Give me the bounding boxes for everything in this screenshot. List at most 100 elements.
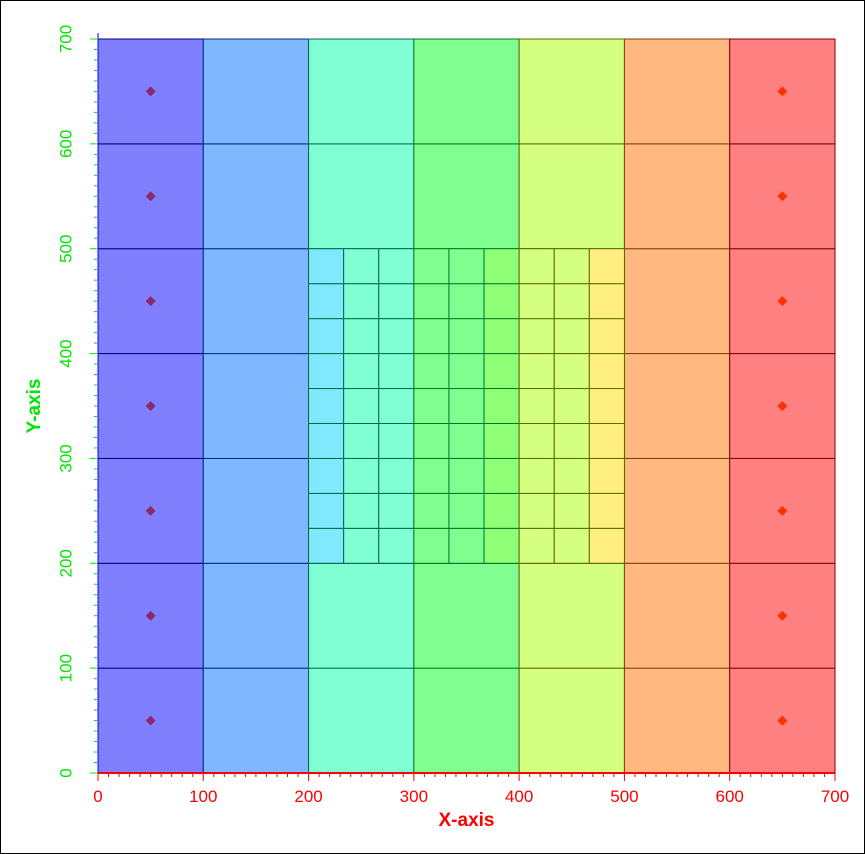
left-well-marker (145, 715, 156, 726)
refined-grid-cell (518, 388, 555, 424)
refined-grid-cell (378, 248, 415, 285)
refined-grid-cell (483, 527, 520, 564)
grid-cell (308, 562, 415, 669)
right-well-marker (777, 86, 788, 97)
refined-grid-cell (343, 422, 380, 459)
axes (90, 33, 836, 781)
refined-grid-cell (483, 248, 520, 285)
refined-grid-cell (308, 388, 345, 424)
refined-grid-cell (308, 492, 345, 529)
y-tick-label: 700 (56, 25, 75, 53)
refined-grid-cell (553, 388, 590, 424)
refined-grid-cell (448, 388, 485, 424)
refined-grid-cell (378, 388, 415, 424)
x-tick-label: 700 (821, 787, 849, 806)
grid-cell (202, 248, 310, 355)
refined-grid-cell (448, 248, 485, 285)
refined-grid-cell (553, 422, 590, 459)
refined-grid-cell (483, 283, 520, 320)
refined-grid-cell (553, 318, 590, 355)
refined-grid-cell (518, 353, 555, 390)
refined-grid-cell (343, 527, 380, 564)
refined-grid-cell (588, 422, 625, 459)
right-well-marker (777, 296, 788, 307)
refined-grid-cell (343, 492, 380, 529)
left-well-marker (145, 401, 156, 411)
right-well-marker (777, 610, 788, 621)
refined-grid-cell (588, 388, 625, 424)
grid-cell (308, 143, 415, 250)
grid-cell (202, 667, 310, 774)
refined-grid-cell (588, 457, 625, 494)
refined-grid-cell (518, 527, 555, 564)
refined-grid-cell (378, 318, 415, 355)
right-well-marker (777, 715, 788, 726)
refined-grid-cells (308, 248, 625, 564)
refined-grid-cell (343, 318, 380, 355)
refined-grid-cell (553, 353, 590, 390)
x-tick-label: 0 (93, 787, 102, 806)
grid-cell (202, 353, 310, 459)
grid-cell (518, 38, 625, 145)
grid-cell (413, 562, 520, 669)
left-well-marker (145, 505, 156, 516)
y-tick-labels: 0 100 200 300 400 500 600 700 (56, 25, 75, 778)
grid-cell (202, 562, 310, 669)
y-axis-title: Y-axis (24, 379, 45, 434)
y-tick-label: 500 (56, 235, 75, 263)
refined-grid-cell (588, 283, 625, 320)
refined-grid-cell (378, 353, 415, 390)
grid-cell (413, 38, 520, 145)
refined-grid-cell (308, 248, 345, 285)
refined-grid-cell (413, 492, 450, 529)
right-well-marker (777, 191, 788, 202)
refined-grid-cell (343, 388, 380, 424)
refined-grid-cell (483, 353, 520, 390)
left-well-marker (145, 191, 156, 202)
refined-grid-cell (448, 527, 485, 564)
refined-grid-cell (413, 248, 450, 285)
refined-grid-cell (553, 283, 590, 320)
refined-grid-cell (343, 248, 380, 285)
refined-grid-cell (343, 353, 380, 390)
refined-grid-cell (518, 422, 555, 459)
y-tick-label: 200 (56, 549, 75, 577)
refined-grid-cell (308, 353, 345, 390)
refined-grid-cell (308, 318, 345, 355)
refined-grid-cell (378, 457, 415, 494)
y-tick-label: 300 (56, 444, 75, 472)
well-markers (145, 86, 788, 726)
grid-cell (623, 667, 731, 774)
grid-cell (308, 38, 415, 145)
x-tick-label: 400 (505, 787, 533, 806)
refined-grid-cell (448, 353, 485, 390)
refined-grid-cell (448, 492, 485, 529)
x-tick-label: 300 (400, 787, 428, 806)
refined-grid-cell (413, 457, 450, 494)
grid-cell (623, 143, 731, 250)
left-well-marker (145, 86, 156, 97)
grid-cell (623, 562, 731, 669)
refined-grid-cell (483, 318, 520, 355)
y-tick-label: 100 (56, 654, 75, 682)
y-tick-label: 0 (56, 768, 75, 777)
refined-grid-cell (588, 492, 625, 529)
refined-grid-cell (518, 283, 555, 320)
refined-grid-cell (553, 457, 590, 494)
grid-cell (413, 143, 520, 250)
refined-grid-cell (378, 283, 415, 320)
left-well-marker (145, 296, 156, 307)
refined-grid-cell (483, 388, 520, 424)
refined-grid-cell (588, 248, 625, 285)
refined-grid-cell (413, 318, 450, 355)
x-tick-label: 600 (716, 787, 744, 806)
refined-grid-cell (448, 422, 485, 459)
refined-grid-cell (588, 353, 625, 390)
x-axis-title: X-axis (439, 810, 495, 831)
refined-grid-cell (378, 492, 415, 529)
x-tick-label: 500 (610, 787, 638, 806)
right-well-marker (777, 505, 788, 516)
refined-grid-cell (588, 527, 625, 564)
refined-grid-cell (308, 527, 345, 564)
grid-cell (308, 667, 415, 774)
